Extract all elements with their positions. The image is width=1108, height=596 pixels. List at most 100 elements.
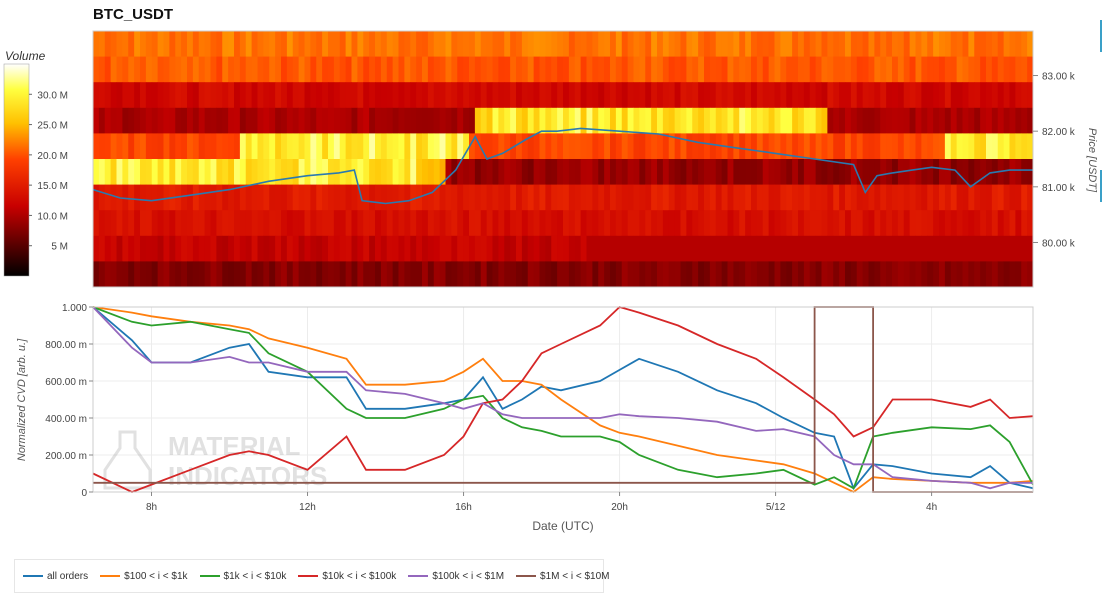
heatmap-cell — [304, 159, 311, 185]
heatmap-cell — [187, 31, 194, 57]
heatmap-cell — [856, 184, 864, 211]
heatmap-cell — [1027, 82, 1034, 109]
heatmap-cell — [175, 210, 182, 237]
heatmap-cell — [739, 82, 746, 109]
heatmap-cell — [1009, 159, 1016, 185]
heatmap-cell — [392, 235, 399, 262]
legend-label: $100 < i < $1k — [124, 570, 188, 582]
heatmap-cell — [310, 56, 317, 83]
legend-item[interactable]: $1M < i < $10M — [516, 571, 610, 582]
heatmap-cell — [680, 107, 687, 134]
heatmap-cell — [786, 184, 793, 211]
heatmap-cell — [463, 184, 470, 211]
heatmap-cell — [545, 210, 552, 237]
heatmap-cell — [850, 31, 858, 57]
legend-item[interactable]: $1k < i < $10k — [199, 571, 286, 582]
scroll-indicator-top[interactable] — [1100, 20, 1102, 52]
heatmap-cell — [944, 159, 952, 185]
heatmap-cell — [198, 210, 206, 237]
y-tick-label: 400.00 m — [45, 414, 87, 425]
heatmap-cell — [157, 133, 164, 160]
heatmap-cell — [134, 107, 141, 134]
heatmap-cell — [363, 235, 370, 262]
heatmap-cell — [357, 107, 364, 134]
heatmap-cell — [862, 133, 869, 160]
heatmap-cell — [251, 82, 258, 109]
heatmap-cell — [304, 56, 311, 83]
heatmap-cell — [586, 235, 593, 262]
heatmap-cell — [498, 56, 505, 83]
heatmap-cell — [533, 133, 540, 160]
heatmap-cell — [281, 210, 288, 237]
heatmap-cell — [792, 56, 799, 83]
heatmap-cell — [604, 56, 611, 83]
heatmap-cell — [739, 56, 746, 83]
legend-item[interactable]: $100 < i < $1k — [100, 570, 188, 582]
heatmap-cell — [157, 261, 164, 288]
heatmap-cell — [633, 159, 640, 185]
heatmap-cell — [1021, 56, 1028, 83]
heatmap-cell — [991, 210, 999, 237]
heatmap-cell — [404, 159, 411, 185]
heatmap-cell — [774, 56, 781, 83]
heatmap-cell — [469, 107, 476, 134]
heatmap-cell — [275, 31, 282, 57]
heatmap-cell — [234, 82, 241, 109]
heatmap-cell — [903, 107, 911, 134]
cvd-x-axis-label: Date (UTC) — [532, 519, 593, 533]
heatmap-cell — [204, 82, 211, 109]
legend-item[interactable]: $100k < i < $1M — [408, 571, 504, 582]
heatmap-cell — [768, 235, 775, 262]
legend-item[interactable]: all orders — [23, 571, 88, 582]
x-tick-label: 5/12 — [766, 502, 786, 513]
heatmap-cell — [586, 31, 593, 57]
heatmap-cell — [1015, 133, 1022, 160]
heatmap-cell — [662, 261, 670, 288]
heatmap-cell — [921, 235, 928, 262]
heatmap-cell — [809, 184, 817, 211]
heatmap-cell — [527, 31, 535, 57]
heatmap-cell — [187, 210, 194, 237]
heatmap-cell — [281, 133, 288, 160]
legend-item[interactable]: $10k < i < $100k — [298, 571, 396, 582]
heatmap-cell — [756, 210, 764, 237]
heatmap-cell — [263, 159, 270, 185]
heatmap-cell — [398, 235, 405, 262]
heatmap-cell — [210, 210, 217, 237]
heatmap-cell — [692, 56, 699, 83]
heatmap-cell — [451, 107, 458, 134]
heatmap-cell — [386, 82, 394, 109]
heatmap-cell — [410, 107, 417, 134]
heatmap-cell — [210, 82, 217, 109]
heatmap-cell — [228, 133, 235, 160]
heatmap-cell — [974, 235, 981, 262]
heatmap-cell — [181, 210, 188, 237]
heatmap-cell — [892, 133, 899, 160]
heatmap-cell — [551, 82, 558, 109]
scroll-indicator-bottom[interactable] — [1100, 170, 1102, 202]
heatmap-cell — [281, 235, 288, 262]
heatmap-cell — [745, 31, 752, 57]
heatmap-cell — [298, 133, 305, 160]
heatmap-cell — [145, 235, 153, 262]
colorbar-tick-label: 15.0 M — [37, 181, 68, 192]
heatmap-cell — [234, 159, 241, 185]
heatmap-cell — [169, 261, 176, 288]
heatmap-cell — [316, 133, 323, 160]
heatmap-cell — [463, 82, 470, 109]
heatmap-cell — [245, 235, 253, 262]
heatmap-cell — [651, 159, 658, 185]
heatmap-cell — [839, 56, 846, 83]
heatmap-cell — [692, 133, 699, 160]
heatmap-cell — [950, 82, 958, 109]
heatmap-cell — [510, 107, 517, 134]
heatmap-cell — [715, 235, 723, 262]
heatmap-cell — [128, 261, 135, 288]
heatmap-cell — [157, 159, 164, 185]
price-heatmap-chart[interactable]: 83.00 k82.00 k81.00 k80.00 k Price [USDT… — [0, 0, 1108, 296]
heatmap-cell — [980, 261, 987, 288]
heatmap-cell — [275, 261, 282, 288]
heatmap-cell — [98, 107, 106, 134]
heatmap-cell — [968, 133, 975, 160]
